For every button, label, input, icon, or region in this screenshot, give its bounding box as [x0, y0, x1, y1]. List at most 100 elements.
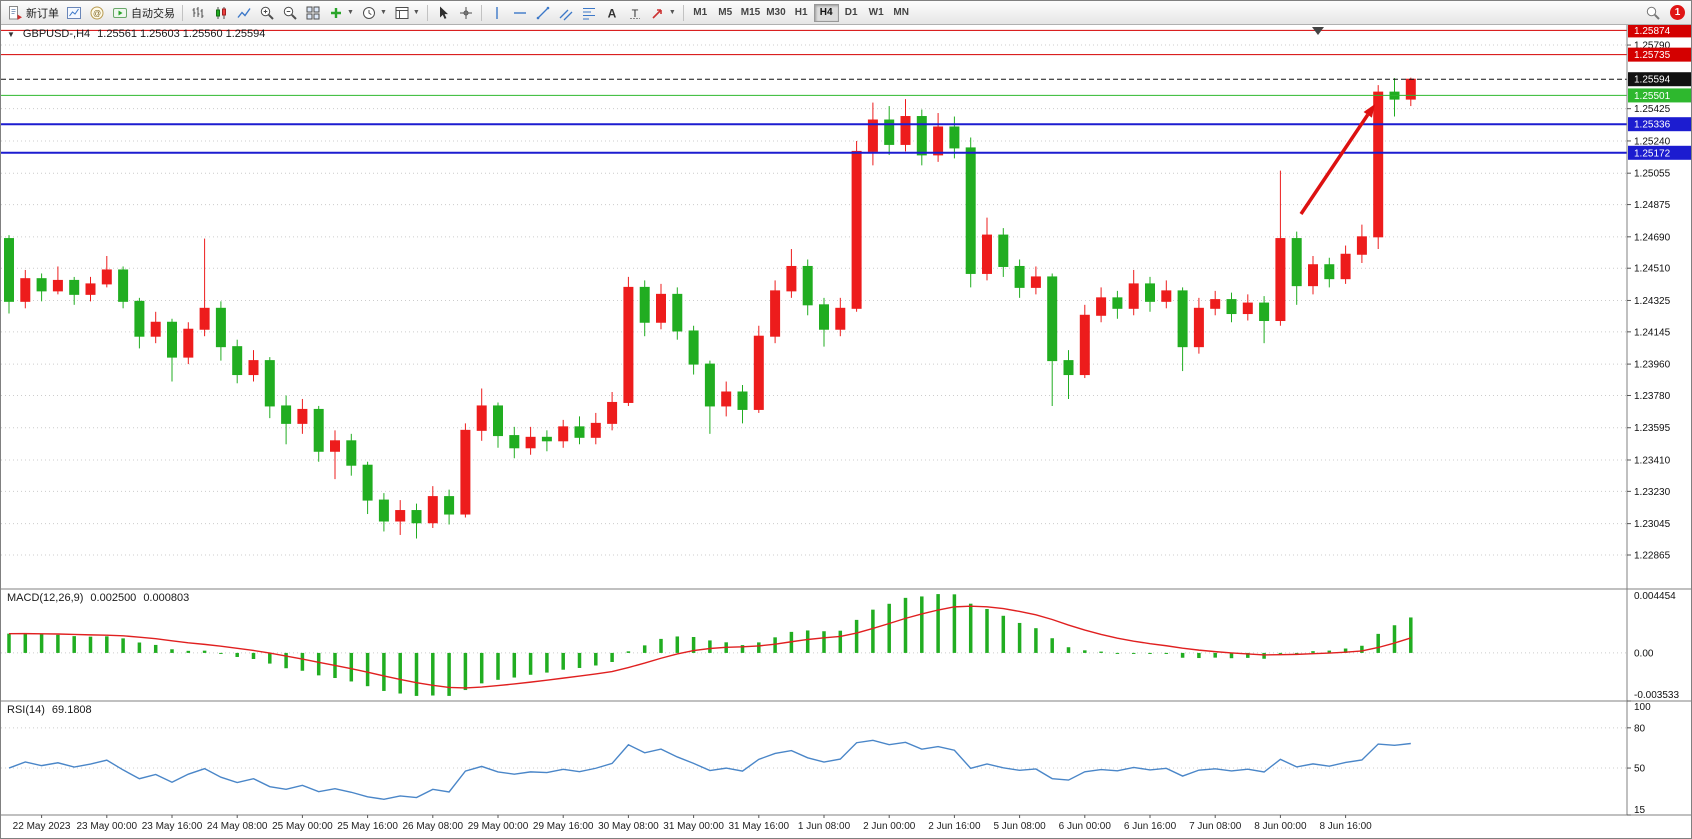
svg-text:0.00: 0.00: [1634, 648, 1654, 659]
new-chart-button[interactable]: ▼: [325, 3, 357, 23]
timeframe-button-w1[interactable]: W1: [864, 4, 889, 22]
svg-text:1.25594: 1.25594: [1634, 75, 1671, 86]
svg-text:8 Jun 00:00: 8 Jun 00:00: [1254, 821, 1307, 832]
toolbar-separator: [682, 4, 684, 21]
grid-layer: [1, 44, 1627, 556]
price-chart[interactable]: 1.25790 1.25425 1.25240 1.25055 1.24875 1.246…: [1, 25, 1692, 839]
timeframe-button-m30[interactable]: M30: [763, 4, 788, 22]
horizontal-line-icon: [513, 11, 526, 14]
channel-icon: [559, 9, 573, 20]
templates-button[interactable]: ▼: [391, 3, 423, 23]
price-level-box: [1628, 88, 1691, 103]
new-order-icon: [9, 5, 22, 20]
chart-canvas[interactable]: 1.25790 1.25425 1.25240 1.25055 1.24875 1.246…: [1, 25, 1692, 839]
svg-text:0.004454: 0.004454: [1634, 591, 1676, 602]
svg-text:7 Jun 08:00: 7 Jun 08:00: [1189, 821, 1242, 832]
trendline-button[interactable]: [532, 3, 554, 23]
price-level-box: [1628, 25, 1691, 38]
svg-text:24 May 08:00: 24 May 08:00: [207, 821, 268, 832]
tile-windows-icon: [306, 6, 320, 19]
bar-chart-button[interactable]: [187, 3, 209, 23]
svg-text:1.23960: 1.23960: [1634, 360, 1671, 371]
tile-windows-button[interactable]: [302, 3, 324, 23]
svg-text:31 May 16:00: 31 May 16:00: [728, 821, 789, 832]
metaeditor-button[interactable]: @: [86, 3, 108, 23]
svg-text:6 Jun 00:00: 6 Jun 00:00: [1059, 821, 1112, 832]
candlestick-chart-button[interactable]: [210, 3, 232, 23]
timeframe-button-d1[interactable]: D1: [839, 4, 864, 22]
timeframe-group: M1 M5 M15 M30 H1 H4 D1 W1 MN: [688, 3, 914, 22]
arrows-button[interactable]: ▼: [647, 3, 679, 23]
horizontal-line-button[interactable]: [509, 3, 531, 23]
toolbar-separator: [480, 4, 482, 21]
svg-text:1.25336: 1.25336: [1634, 120, 1671, 131]
chart-shift-marker[interactable]: [1312, 27, 1324, 35]
timeframe-button-mn[interactable]: MN: [889, 4, 914, 22]
svg-text:50: 50: [1634, 764, 1646, 775]
rsi-line: [8, 739, 1411, 800]
svg-text:1.24510: 1.24510: [1634, 264, 1671, 275]
svg-text:1.25501: 1.25501: [1634, 91, 1671, 102]
svg-text:8 Jun 16:00: 8 Jun 16:00: [1319, 821, 1372, 832]
price-level-box: [1628, 145, 1691, 160]
new-order-button[interactable]: 新订单: [4, 3, 62, 23]
svg-text:1.25172: 1.25172: [1634, 148, 1671, 159]
vertical-line-icon: [496, 6, 498, 19]
price-level-box: [1628, 72, 1691, 87]
svg-text:1.25425: 1.25425: [1634, 104, 1671, 115]
svg-text:1.25790: 1.25790: [1634, 41, 1671, 52]
line-chart-button[interactable]: [233, 3, 255, 23]
timeframe-button-m5[interactable]: M5: [713, 4, 738, 22]
search-button[interactable]: [1642, 3, 1664, 23]
svg-text:26 May 08:00: 26 May 08:00: [402, 821, 463, 832]
svg-text:31 May 00:00: 31 May 00:00: [663, 821, 724, 832]
svg-text:1.23595: 1.23595: [1634, 423, 1671, 434]
svg-text:1.24690: 1.24690: [1634, 232, 1671, 243]
pane-separator-macd[interactable]: [1, 587, 1691, 592]
svg-text:-0.003533: -0.003533: [1634, 690, 1679, 701]
chevron-down-icon: ▼: [379, 9, 387, 16]
trend-arrow[interactable]: [1299, 113, 1370, 215]
text-label-button[interactable]: T: [624, 3, 646, 23]
svg-text:23 May 16:00: 23 May 16:00: [142, 821, 203, 832]
crosshair-button[interactable]: [455, 3, 477, 23]
text-button[interactable]: A: [601, 3, 623, 23]
zoom-out-button[interactable]: [279, 3, 301, 23]
vertical-line-button[interactable]: [486, 3, 508, 23]
price-axis[interactable]: [1627, 25, 1691, 815]
svg-text:1.25055: 1.25055: [1634, 169, 1671, 180]
trend-arrow-head: [1363, 104, 1375, 118]
toolbar-separator: [182, 4, 183, 21]
pane-separator-rsi[interactable]: [1, 699, 1691, 704]
auto-trading-button[interactable]: 自动交易: [109, 3, 178, 23]
svg-text:6 Jun 16:00: 6 Jun 16:00: [1124, 821, 1177, 832]
timeframe-button-m15[interactable]: M15: [738, 4, 763, 22]
line-chart-icon: [237, 7, 251, 18]
metaeditor-icon: @: [90, 6, 104, 19]
chart-window-button[interactable]: [63, 3, 85, 23]
svg-text:22 May 2023: 22 May 2023: [13, 821, 71, 832]
svg-text:1.23230: 1.23230: [1634, 487, 1671, 498]
svg-text:2 Jun 16:00: 2 Jun 16:00: [928, 821, 981, 832]
time-axis[interactable]: [1, 815, 1627, 838]
periods-button[interactable]: ▼: [358, 3, 390, 23]
notification-badge[interactable]: 1: [1670, 5, 1685, 20]
toolbar-separator: [426, 4, 428, 21]
timeframe-button-h4[interactable]: H4: [813, 3, 839, 22]
hlines-layer[interactable]: [1, 29, 1627, 154]
channel-button[interactable]: [555, 3, 577, 23]
svg-text:1 Jun 08:00: 1 Jun 08:00: [798, 821, 851, 832]
fibonacci-button[interactable]: [578, 3, 600, 23]
periods-clock-icon: [362, 6, 375, 19]
svg-text:A: A: [607, 6, 616, 20]
cursor-button[interactable]: [432, 3, 454, 23]
timeframe-button-m1[interactable]: M1: [688, 4, 713, 22]
collapse-icon[interactable]: ▼: [7, 30, 15, 39]
price-axis-labels: 1.25790 1.25425 1.25240 1.25055 1.24875 1.246…: [1627, 25, 1691, 562]
auto-trading-label: 自动交易: [131, 7, 175, 20]
zoom-in-button[interactable]: [256, 3, 278, 23]
timeframe-button-h1[interactable]: H1: [789, 4, 814, 22]
svg-text:1.23780: 1.23780: [1634, 391, 1671, 402]
text-icon: A: [607, 6, 616, 20]
chevron-down-icon: ▼: [412, 9, 420, 16]
